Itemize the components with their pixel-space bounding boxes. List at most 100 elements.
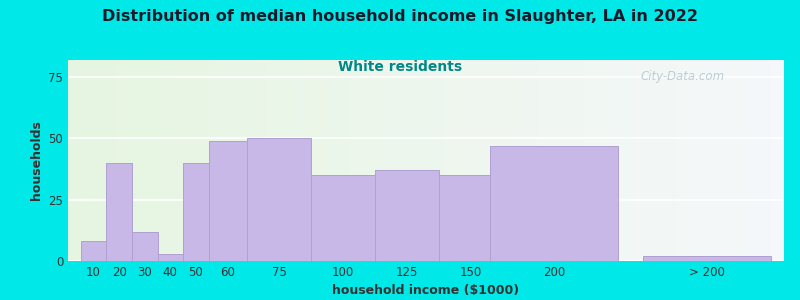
Bar — [214, 60, 216, 261]
Bar — [607, 60, 610, 261]
Bar — [541, 60, 543, 261]
Bar — [297, 60, 299, 261]
Bar — [777, 60, 779, 261]
Bar — [498, 60, 500, 261]
Bar — [445, 60, 447, 261]
Bar — [600, 60, 602, 261]
Bar — [128, 60, 130, 261]
Bar — [767, 60, 770, 261]
Bar — [223, 60, 226, 261]
Bar — [221, 60, 223, 261]
Bar — [555, 60, 558, 261]
Bar — [626, 60, 629, 261]
Bar — [583, 60, 586, 261]
Bar — [230, 60, 233, 261]
Bar — [138, 60, 139, 261]
Bar — [109, 60, 111, 261]
Bar — [726, 60, 729, 261]
Bar — [342, 60, 345, 261]
Bar — [338, 60, 340, 261]
Bar — [729, 60, 731, 261]
Bar — [641, 60, 643, 261]
Bar — [686, 60, 689, 261]
Bar — [149, 60, 151, 261]
Bar — [371, 60, 374, 261]
Bar — [80, 60, 82, 261]
Bar — [235, 60, 238, 261]
Bar — [488, 60, 490, 261]
Bar — [269, 60, 271, 261]
Bar — [758, 60, 760, 261]
Bar — [486, 60, 488, 261]
Bar — [126, 60, 128, 261]
Bar — [660, 60, 662, 261]
Bar — [311, 60, 314, 261]
Bar — [70, 60, 73, 261]
Bar — [170, 60, 173, 261]
Bar — [560, 60, 562, 261]
Bar — [648, 60, 650, 261]
Bar — [294, 60, 297, 261]
Bar — [87, 60, 90, 261]
Bar — [85, 60, 87, 261]
Bar — [514, 60, 517, 261]
Bar — [774, 60, 777, 261]
Bar — [175, 60, 178, 261]
Bar — [748, 60, 750, 261]
Bar — [398, 60, 400, 261]
Bar — [245, 60, 247, 261]
Bar — [738, 60, 741, 261]
Bar — [417, 60, 419, 261]
Bar — [242, 60, 245, 261]
Bar — [466, 60, 469, 261]
Bar — [262, 60, 264, 261]
Bar — [677, 60, 679, 261]
Bar — [374, 60, 376, 261]
Bar — [765, 60, 767, 261]
Bar — [578, 60, 581, 261]
Bar — [469, 60, 471, 261]
Bar — [684, 60, 686, 261]
Bar — [405, 60, 407, 261]
Bar — [146, 60, 149, 261]
Bar — [285, 60, 287, 261]
Bar — [166, 60, 168, 261]
Bar — [106, 60, 109, 261]
Bar — [753, 60, 755, 261]
Bar — [139, 60, 142, 261]
Bar — [722, 60, 724, 261]
Bar — [459, 60, 462, 261]
Bar — [306, 60, 309, 261]
Bar — [266, 60, 269, 261]
Bar — [378, 60, 381, 261]
Bar — [646, 60, 648, 261]
Bar — [366, 60, 369, 261]
Bar — [710, 60, 712, 261]
Bar — [474, 60, 476, 261]
Bar — [655, 60, 658, 261]
Bar — [698, 60, 701, 261]
Bar — [593, 60, 595, 261]
Bar — [364, 60, 366, 261]
Bar — [598, 60, 600, 261]
Bar — [330, 60, 333, 261]
Bar — [369, 60, 371, 261]
Bar — [682, 60, 684, 261]
Bar — [782, 60, 784, 261]
Bar — [209, 60, 211, 261]
Bar — [274, 60, 276, 261]
Bar — [116, 60, 118, 261]
Bar — [182, 60, 185, 261]
Bar — [132, 232, 158, 261]
Bar — [282, 60, 285, 261]
Bar — [701, 60, 703, 261]
Bar — [719, 60, 722, 261]
Bar — [755, 60, 758, 261]
Bar — [218, 60, 221, 261]
Bar — [156, 60, 158, 261]
Text: Distribution of median household income in Slaughter, LA in 2022: Distribution of median household income … — [102, 9, 698, 24]
Bar — [90, 60, 92, 261]
Bar — [574, 60, 576, 261]
Bar — [183, 163, 209, 261]
Bar — [696, 60, 698, 261]
